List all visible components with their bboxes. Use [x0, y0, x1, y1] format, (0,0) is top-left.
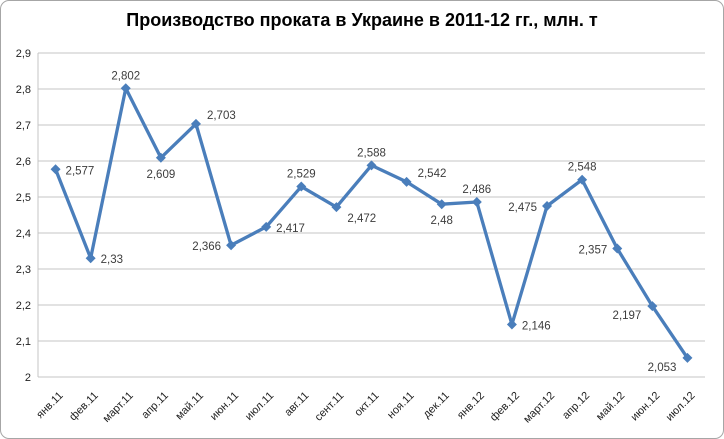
x-tick-label: июл.11 — [243, 390, 276, 423]
data-point-label: 2,486 — [462, 184, 491, 196]
data-point-marker — [366, 160, 377, 171]
y-tick-label: 2,8 — [16, 84, 31, 96]
data-point-marker — [331, 202, 342, 213]
x-tick-label: фев.12 — [488, 390, 522, 424]
data-point-label: 2,417 — [276, 223, 305, 235]
x-tick-label: ноя.11 — [385, 390, 417, 422]
data-point-marker — [296, 181, 307, 192]
data-point-marker — [120, 83, 131, 94]
data-point-marker — [155, 152, 166, 163]
data-point-marker — [85, 253, 96, 264]
x-tick-label: дек.11 — [421, 390, 452, 421]
data-point-marker — [261, 221, 272, 232]
y-tick-label: 2,7 — [16, 120, 31, 132]
data-point-marker — [612, 243, 623, 254]
x-tick-label: апр.11 — [139, 390, 171, 422]
data-point-label: 2,703 — [207, 110, 236, 122]
y-tick-label: 2,2 — [16, 300, 31, 312]
y-tick-label: 2,9 — [16, 48, 31, 60]
y-tick-label: 2,5 — [16, 192, 31, 204]
y-tick-label: 2 — [25, 372, 31, 384]
data-point-label: 2,548 — [568, 162, 597, 174]
y-tick-label: 2,6 — [16, 156, 31, 168]
data-point-label: 2,588 — [357, 147, 386, 159]
data-point-marker — [50, 164, 61, 175]
data-point-label: 2,48 — [431, 215, 453, 227]
data-point-label: 2,577 — [66, 165, 95, 177]
data-point-label: 2,357 — [578, 244, 607, 256]
data-point-label: 2,472 — [347, 213, 376, 225]
x-tick-label: янв.11 — [34, 390, 65, 421]
data-point-marker — [577, 174, 588, 185]
data-point-label: 2,197 — [613, 310, 642, 322]
x-tick-label: май.12 — [594, 390, 627, 423]
data-point-marker — [471, 197, 482, 208]
x-tick-label: сент.11 — [313, 390, 347, 424]
data-point-marker — [190, 118, 201, 129]
data-point-marker — [226, 240, 237, 251]
data-point-marker — [401, 176, 412, 187]
x-tick-label: март.12 — [521, 390, 557, 426]
data-point-label: 2,146 — [522, 320, 551, 332]
data-point-marker — [682, 352, 693, 363]
data-point-label: 2,802 — [111, 70, 140, 82]
x-tick-label: июн.11 — [208, 390, 241, 423]
x-tick-label: март.11 — [101, 390, 136, 425]
data-point-label: 2,053 — [648, 362, 677, 374]
data-point-label: 2,366 — [192, 241, 221, 253]
data-point-marker — [542, 201, 553, 211]
data-point-label: 2,475 — [508, 202, 537, 214]
x-tick-label: фев.11 — [67, 390, 101, 424]
x-tick-label: июл.12 — [664, 390, 698, 424]
y-tick-label: 2,1 — [16, 336, 31, 348]
x-tick-label: авг.11 — [282, 390, 311, 419]
x-tick-label: апр.12 — [560, 390, 592, 422]
data-point-label: 2,542 — [418, 168, 447, 180]
x-tick-label: июн.12 — [629, 390, 663, 424]
data-point-marker — [506, 319, 517, 330]
data-point-label: 2,529 — [287, 169, 316, 181]
x-tick-label: май.11 — [173, 390, 206, 423]
y-tick-label: 2,4 — [16, 228, 31, 240]
data-point-label: 2,609 — [146, 169, 175, 181]
x-tick-label: окт.11 — [352, 390, 381, 419]
data-point-marker — [647, 301, 658, 312]
data-point-label: 2,33 — [101, 254, 123, 266]
chart-title: Производство проката в Украине в 2011-12… — [126, 10, 598, 30]
y-tick-label: 2,3 — [16, 264, 31, 276]
data-point-marker — [436, 199, 447, 210]
x-tick-label: янв.12 — [455, 390, 487, 422]
